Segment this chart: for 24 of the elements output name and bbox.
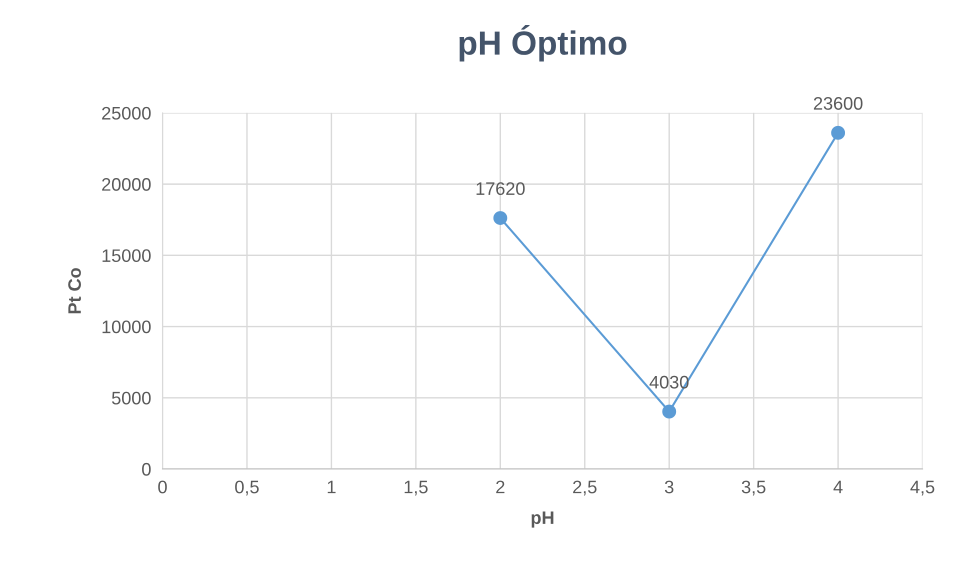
point [662, 404, 676, 419]
x-tick-label: 2,5 [573, 480, 597, 496]
x-tick-label: 4,5 [910, 480, 934, 496]
x-tick-label: 2 [496, 480, 504, 494]
x-tick-label: 4 [833, 480, 843, 494]
y-tick-label: 15000 [102, 249, 151, 262]
point [493, 211, 508, 225]
x-tick-label: 0 [158, 480, 167, 494]
x-axis-title: pH [532, 511, 554, 528]
y-tick-label: 10000 [102, 320, 151, 334]
y-axis-title: Pt Co [68, 268, 81, 314]
point [831, 126, 846, 140]
y-tick-label: 5000 [112, 392, 151, 404]
data-label: 23600 [814, 97, 862, 110]
x-tick-label: 1 [328, 480, 336, 494]
y-tick-label: 25000 [102, 106, 151, 120]
chart-title: pH Óptimo [460, 25, 626, 62]
data-label: 17620 [476, 182, 525, 196]
x-tick-label: 0,5 [235, 480, 259, 496]
x-tick-label: 3 [664, 480, 674, 494]
x-tick-label: 1,5 [404, 480, 428, 496]
x-tick-label: 3,5 [742, 480, 766, 496]
y-tick-label: 0 [142, 462, 151, 476]
y-tick-label: 20000 [102, 178, 151, 191]
